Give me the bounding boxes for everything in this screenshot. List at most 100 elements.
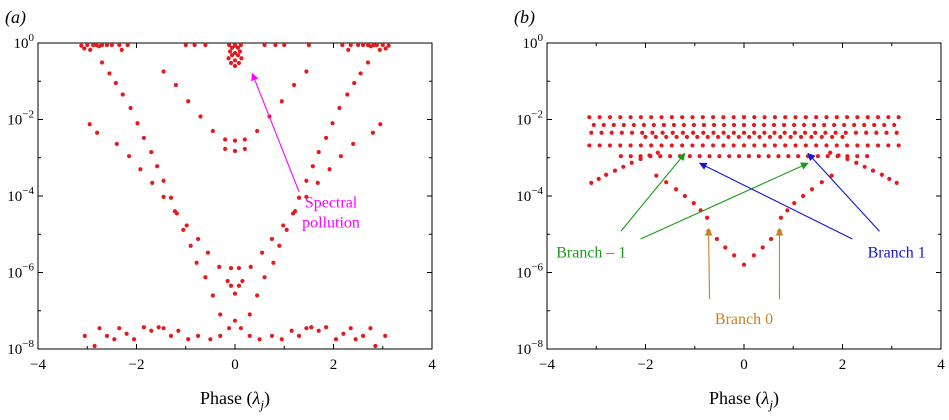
- data-point: [710, 143, 716, 148]
- data-point: [612, 168, 618, 173]
- annotation-label: Branch 0: [715, 311, 773, 328]
- x-tick-label: 0: [231, 357, 239, 373]
- data-point: [865, 115, 870, 120]
- data-point: [621, 122, 626, 128]
- data-point: [792, 201, 797, 206]
- data-point: [113, 80, 118, 86]
- data-point: [659, 143, 664, 148]
- data-point: [127, 154, 132, 159]
- data-point: [690, 143, 695, 148]
- data-point: [360, 42, 366, 48]
- data-point: [109, 42, 114, 48]
- data-point: [741, 122, 747, 128]
- data-point: [377, 47, 382, 53]
- data-point: [741, 262, 747, 267]
- data-point: [760, 245, 765, 250]
- data-point: [371, 42, 376, 48]
- data-point: [717, 154, 722, 159]
- data-point: [721, 115, 726, 120]
- data-point: [292, 209, 298, 214]
- data-point: [330, 121, 335, 126]
- data-point: [348, 42, 353, 48]
- data-point: [736, 134, 741, 140]
- data-point: [218, 333, 223, 339]
- data-point: [687, 154, 692, 159]
- data-point: [791, 122, 797, 128]
- data-point: [884, 130, 889, 135]
- data-point: [723, 245, 728, 250]
- y-tick-label: 10−2: [7, 109, 34, 129]
- x-tick-label: −4: [30, 357, 46, 373]
- data-point: [172, 209, 178, 214]
- data-point: [664, 180, 669, 185]
- data-point: [855, 154, 860, 159]
- data-point: [695, 134, 700, 140]
- data-point: [793, 115, 798, 120]
- data-point: [604, 172, 609, 177]
- data-point: [360, 333, 366, 339]
- data-point: [870, 168, 876, 173]
- data-point: [887, 176, 892, 181]
- annotation-arrow: [251, 72, 300, 192]
- data-point: [292, 82, 297, 88]
- data-point: [761, 122, 767, 128]
- plot-frame: [37, 42, 433, 350]
- data-point: [341, 331, 346, 336]
- data-point: [97, 326, 102, 331]
- data-point: [783, 143, 788, 148]
- data-point: [226, 56, 231, 61]
- data-point: [141, 135, 146, 141]
- data-point: [601, 122, 606, 128]
- data-point: [842, 122, 847, 128]
- data-point: [783, 115, 788, 120]
- data-point: [640, 130, 645, 135]
- data-point: [228, 283, 234, 288]
- data-point: [751, 253, 756, 258]
- data-point: [741, 143, 747, 148]
- data-point: [710, 115, 716, 120]
- data-point: [186, 99, 191, 104]
- data-point: [778, 215, 784, 220]
- data-point: [638, 154, 643, 159]
- data-point: [886, 143, 891, 148]
- data-point: [236, 60, 242, 66]
- data-point: [809, 187, 815, 192]
- data-point: [691, 201, 696, 206]
- data-point: [155, 164, 160, 169]
- data-point: [161, 178, 166, 183]
- data-point: [378, 122, 383, 127]
- data-point: [242, 137, 247, 142]
- data-point: [772, 143, 778, 148]
- data-point: [731, 115, 736, 120]
- data-point: [316, 150, 321, 155]
- data-point: [242, 146, 247, 152]
- data-point: [631, 122, 636, 128]
- data-point: [768, 236, 774, 242]
- data-point: [711, 122, 717, 128]
- data-point: [707, 154, 712, 159]
- data-point: [704, 215, 710, 220]
- data-point: [822, 122, 827, 128]
- data-point: [700, 115, 705, 120]
- data-point: [271, 260, 276, 265]
- data-point: [819, 134, 824, 140]
- data-point: [813, 130, 818, 135]
- data-point: [368, 326, 373, 331]
- x-axis-label: Phase (λj): [200, 388, 270, 412]
- data-point: [840, 134, 845, 140]
- data-point: [823, 130, 828, 135]
- data-point: [310, 164, 315, 169]
- y-tick-label: 10−6: [516, 262, 543, 282]
- data-point: [674, 134, 679, 140]
- data-point: [229, 45, 235, 50]
- data-point: [778, 134, 783, 140]
- data-point: [649, 143, 654, 148]
- data-point: [208, 337, 213, 342]
- annotation-arrow: [807, 152, 880, 232]
- data-point: [752, 115, 757, 120]
- data-point: [589, 180, 594, 186]
- data-point: [825, 154, 830, 159]
- y-tick-label: 10−8: [516, 338, 543, 358]
- data-point: [701, 122, 707, 128]
- data-point: [138, 167, 143, 172]
